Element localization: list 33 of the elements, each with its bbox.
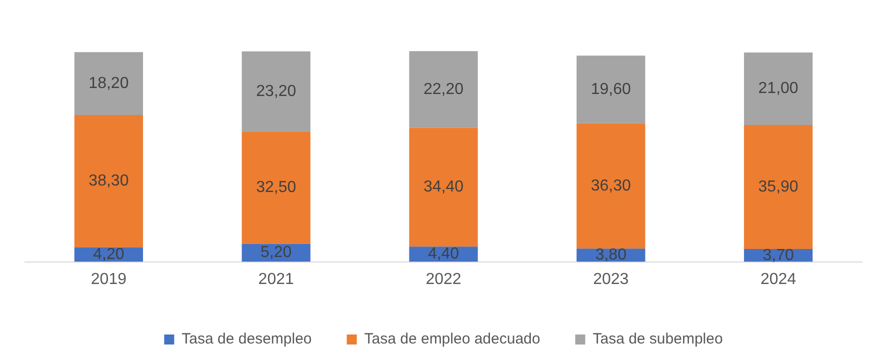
- bar: [74, 52, 144, 115]
- data-label: 21,00: [758, 80, 798, 98]
- data-label: 3,80: [595, 246, 627, 264]
- bar: [744, 52, 813, 126]
- data-label: 3,70: [762, 246, 794, 264]
- data-label: 4,40: [428, 246, 460, 263]
- bar: [409, 51, 478, 128]
- data-label: 35,90: [758, 178, 798, 196]
- x-tick-label: 2022: [426, 270, 462, 288]
- legend-label: Tasa de subempleo: [592, 330, 723, 348]
- bar: [576, 56, 646, 124]
- data-label: 34,40: [423, 178, 464, 196]
- bar: [242, 51, 310, 132]
- legend-label: Tasa de empleo adecuado: [364, 330, 540, 348]
- x-tick-label: 2024: [760, 270, 796, 288]
- data-label: 18,20: [88, 74, 129, 92]
- x-tick-label: 2021: [258, 270, 294, 288]
- legend-label: Tasa de desempleo: [182, 330, 312, 348]
- data-label: 32,50: [256, 179, 296, 196]
- data-label: 23,20: [256, 82, 296, 100]
- data-label: 36,30: [590, 177, 632, 194]
- bar: [74, 114, 144, 248]
- data-label: 4,20: [93, 246, 124, 263]
- bar: [576, 123, 646, 249]
- data-label: 22,20: [423, 80, 464, 98]
- data-label: 38,30: [88, 172, 129, 190]
- bar: [242, 132, 310, 244]
- bar: [409, 128, 478, 247]
- x-tick-label: 2023: [593, 270, 629, 288]
- data-label: 5,20: [260, 244, 292, 262]
- bar: [744, 125, 813, 250]
- x-tick-label: 2019: [90, 270, 127, 288]
- data-label: 19,60: [590, 80, 632, 98]
